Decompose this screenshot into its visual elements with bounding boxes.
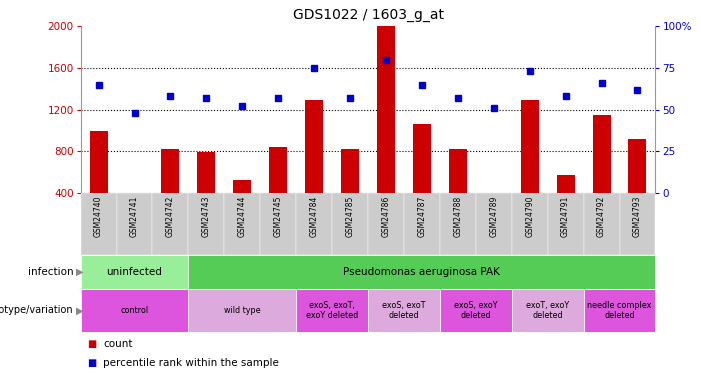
Bar [189, 289, 297, 332]
Text: Pseudomonas aeruginosa PAK: Pseudomonas aeruginosa PAK [343, 267, 501, 277]
Text: GSM24793: GSM24793 [633, 196, 642, 237]
Bar [584, 289, 655, 332]
Text: exoS, exoT
deleted: exoS, exoT deleted [382, 301, 426, 320]
Bar [521, 100, 538, 193]
Text: ■: ■ [88, 358, 100, 368]
Bar [269, 147, 287, 193]
Bar [476, 193, 512, 255]
Bar [620, 193, 655, 255]
Text: wild type: wild type [224, 306, 261, 315]
Bar [629, 139, 646, 193]
Bar [161, 149, 179, 193]
Bar [189, 193, 224, 255]
Text: GSM24784: GSM24784 [310, 196, 319, 237]
Bar [297, 193, 332, 255]
Bar [413, 124, 431, 193]
Bar [297, 289, 368, 332]
Bar [547, 193, 584, 255]
Bar [341, 149, 359, 193]
Bar [368, 193, 404, 255]
Bar [404, 193, 440, 255]
Text: GSM24742: GSM24742 [166, 196, 175, 237]
Text: GSM24786: GSM24786 [381, 196, 390, 237]
Text: GSM24790: GSM24790 [525, 196, 534, 237]
Text: GSM24740: GSM24740 [94, 196, 103, 237]
Text: genotype/variation: genotype/variation [0, 305, 74, 315]
Text: GSM24743: GSM24743 [202, 196, 211, 237]
Text: exoT, exoY
deleted: exoT, exoY deleted [526, 301, 569, 320]
Bar [440, 193, 476, 255]
Text: infection: infection [28, 267, 74, 277]
Text: GSM24744: GSM24744 [238, 196, 247, 237]
Text: GSM24745: GSM24745 [273, 196, 283, 237]
Bar [512, 289, 583, 332]
Bar [377, 26, 395, 193]
Bar [116, 193, 153, 255]
Text: GSM24787: GSM24787 [417, 196, 426, 237]
Bar [224, 193, 260, 255]
Bar [198, 153, 215, 193]
Text: GSM24788: GSM24788 [454, 196, 463, 237]
Text: GSM24741: GSM24741 [130, 196, 139, 237]
Bar [512, 193, 547, 255]
Text: ▶: ▶ [76, 267, 83, 277]
Bar [592, 115, 611, 193]
Bar [260, 193, 297, 255]
Text: GSM24791: GSM24791 [561, 196, 570, 237]
Text: uninfected: uninfected [107, 267, 163, 277]
Bar [81, 193, 116, 255]
Bar [90, 130, 107, 193]
Title: GDS1022 / 1603_g_at: GDS1022 / 1603_g_at [292, 9, 444, 22]
Bar [332, 193, 368, 255]
Bar [485, 193, 503, 196]
Bar [81, 289, 189, 332]
Bar [189, 255, 655, 289]
Text: control: control [121, 306, 149, 315]
Text: needle complex
deleted: needle complex deleted [587, 301, 652, 320]
Bar [584, 193, 620, 255]
Text: ■: ■ [88, 339, 100, 349]
Text: exoS, exoT,
exoY deleted: exoS, exoT, exoY deleted [306, 301, 358, 320]
Text: count: count [103, 339, 132, 349]
Bar [305, 100, 323, 193]
Bar [153, 193, 189, 255]
Bar [233, 180, 251, 193]
Bar [368, 289, 440, 332]
Bar [449, 149, 467, 193]
Bar [81, 255, 189, 289]
Text: percentile rank within the sample: percentile rank within the sample [103, 358, 279, 368]
Bar [440, 289, 512, 332]
Text: GSM24789: GSM24789 [489, 196, 498, 237]
Text: ▶: ▶ [76, 305, 83, 315]
Bar [557, 176, 575, 193]
Text: exoS, exoY
deleted: exoS, exoY deleted [454, 301, 498, 320]
Text: GSM24792: GSM24792 [597, 196, 606, 237]
Bar [125, 193, 144, 194]
Text: GSM24785: GSM24785 [346, 196, 355, 237]
